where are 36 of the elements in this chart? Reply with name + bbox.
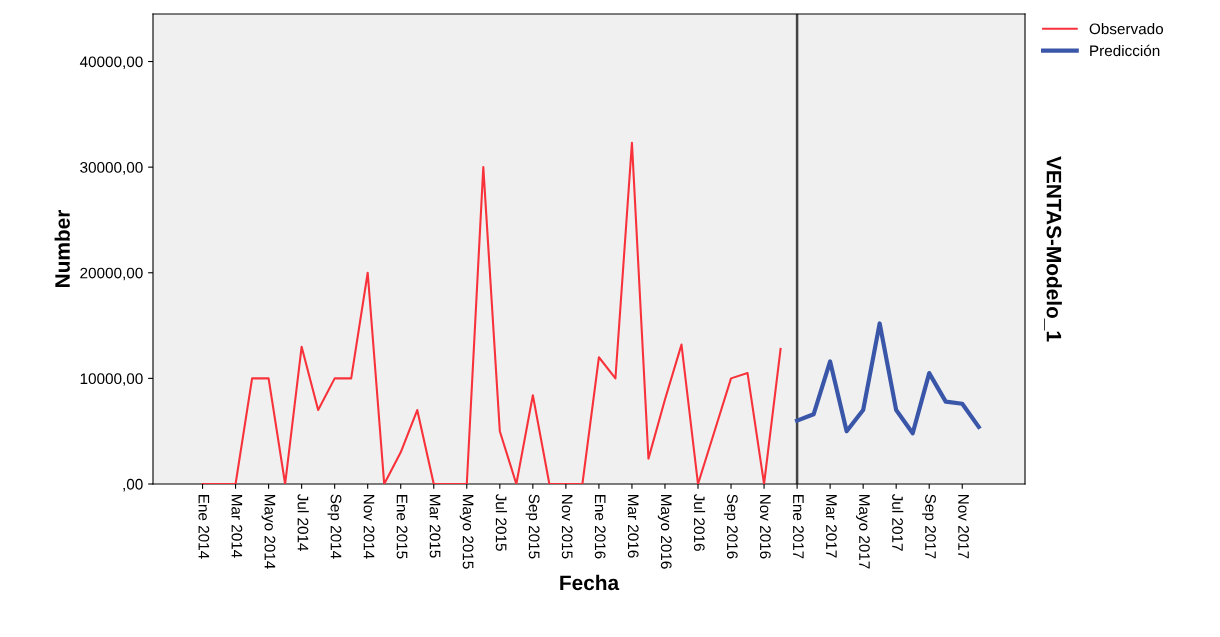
x-tick-label: Jul 2017 <box>892 493 904 551</box>
y2-axis-title: VENTAS-Modelo_1 <box>1044 156 1062 342</box>
x-tick-label: Mayo 2015 <box>459 494 474 569</box>
x-tick-label: Mayo 2014 <box>261 494 276 569</box>
y-tick-label: 20000,00 <box>80 267 143 281</box>
x-tick-label: Mar 2014 <box>231 494 243 558</box>
x-tick-label: Nov 2016 <box>759 494 771 559</box>
y-axis-title: Number <box>54 209 70 287</box>
x-tick-label: Jul 2016 <box>693 493 706 551</box>
y-tick-label: 30000,00 <box>80 162 143 175</box>
x-tick-label: Ene 2016 <box>594 494 606 559</box>
line-series <box>795 321 981 436</box>
y-tick-label: ,00 <box>123 478 143 492</box>
legend-label: Predicción <box>1090 44 1160 57</box>
legend-label: Observado <box>1089 23 1164 35</box>
x-tick-label: Ene 2017 <box>792 494 804 559</box>
line-series <box>201 141 782 484</box>
x-tick-label: Sep 2017 <box>922 494 936 559</box>
x-tick-label: Mayo 2016 <box>657 494 672 569</box>
x-tick-label: Sep 2015 <box>525 494 540 559</box>
y-tick-label: 40000,00 <box>79 56 143 70</box>
x-tick-label: Nov 2014 <box>363 494 375 559</box>
x-axis-title: Fecha <box>560 574 620 591</box>
x-tick-label: Mar 2017 <box>826 494 837 558</box>
y-tick-label: 10000,00 <box>80 373 143 386</box>
x-tick-label: Sep 2016 <box>723 494 738 559</box>
x-tick-label: Jul 2014 <box>297 493 309 552</box>
x-tick-label: Sep 2014 <box>327 494 342 559</box>
x-tick-label: Ene 2015 <box>396 494 408 559</box>
x-tick-label: Mayo 2017 <box>856 494 870 569</box>
x-tick-label: Mar 2016 <box>627 494 639 558</box>
x-tick-label: Mar 2015 <box>429 494 441 558</box>
x-tick-label: Nov 2015 <box>561 494 573 559</box>
x-tick-label: Ene 2014 <box>198 494 210 559</box>
x-tick-label: Jul 2015 <box>495 493 507 551</box>
x-tick-label: Nov 2017 <box>958 494 969 559</box>
